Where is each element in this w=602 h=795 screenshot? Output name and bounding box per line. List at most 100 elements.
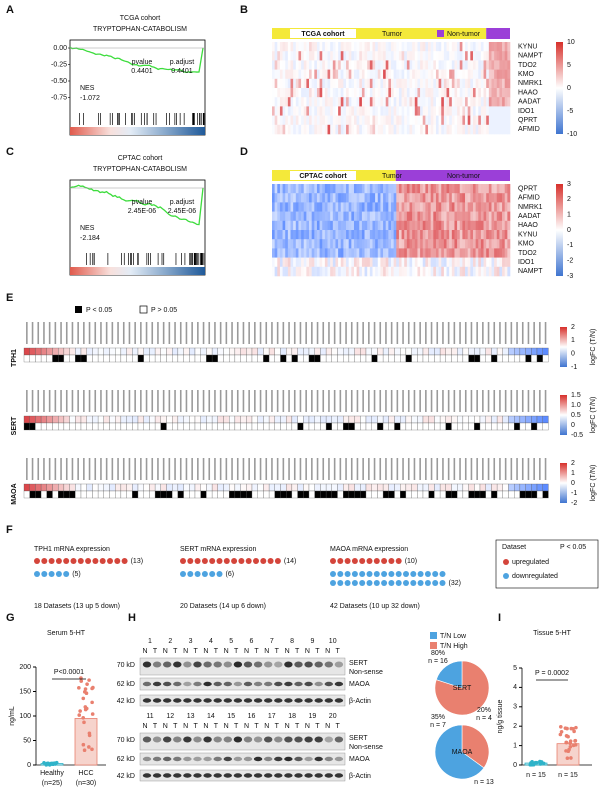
heatmap-cell (462, 220, 466, 231)
logfc-cell (251, 347, 258, 356)
significance-cell (29, 422, 36, 431)
logfc-cell (177, 483, 184, 492)
dataset-dot (410, 571, 417, 577)
gene-label: IDO1 (518, 259, 534, 266)
heatmap-cell (462, 69, 466, 80)
heatmap-cell (301, 124, 305, 135)
heatmap-cell (398, 211, 402, 222)
heatmap-cell (430, 202, 434, 212)
dataset-dot (388, 558, 395, 564)
heatmap-cell (361, 78, 365, 89)
significance-cell (206, 354, 213, 363)
heatmap-cell (383, 51, 387, 61)
logfc-cell (491, 347, 498, 356)
heatmap-cell (414, 51, 418, 61)
data-point (83, 705, 88, 709)
heatmap-cell (393, 266, 397, 277)
heatmap-cell (314, 211, 318, 222)
band (314, 698, 323, 703)
heatmap-cell (422, 248, 426, 258)
significance-cell (246, 422, 253, 431)
heatmap-cell (316, 69, 320, 80)
logfc-cell (126, 483, 133, 492)
heatmap-cell (391, 184, 394, 194)
heatmap-cell (330, 220, 334, 231)
heatmap-cell (409, 248, 413, 258)
heatmap-cell (398, 42, 402, 52)
heatmap-cell (414, 42, 418, 52)
heatmap-cell (316, 124, 320, 135)
heatmap-cell (385, 220, 389, 231)
heatmap-cell (443, 69, 447, 80)
heatmap-cell (396, 88, 400, 98)
heatmap-cell (343, 97, 347, 107)
significance-cell (400, 422, 407, 431)
heatmap-cell (316, 230, 320, 240)
heatmap-cell (465, 230, 468, 240)
logfc-cell (439, 483, 446, 492)
heatmap-cell (502, 69, 506, 80)
heatmap-cell (372, 239, 376, 249)
y-axis-label: ng/mL (9, 706, 16, 726)
p-value: P = 0.0002 (535, 670, 569, 677)
heatmap-cell (483, 60, 487, 70)
heatmap-cell (396, 78, 400, 89)
heatmap-cell (301, 220, 305, 231)
significance-cell (183, 354, 190, 363)
heatmap-cell (406, 211, 410, 222)
gene-label: NAMPT (518, 53, 543, 60)
logfc-cell (115, 415, 122, 424)
heatmap-cell (327, 184, 331, 194)
heatmap-cell (496, 124, 500, 135)
significance-cell (115, 490, 122, 499)
heatmap-cell (475, 60, 479, 70)
band (193, 773, 202, 778)
heatmap-cell (462, 97, 466, 107)
heatmap-cell (367, 266, 371, 277)
heatmap-cell (330, 51, 334, 61)
logfc-cell (257, 347, 264, 356)
heatmap-cell (383, 257, 387, 268)
heatmap-cell (462, 193, 466, 203)
heatmap-cell (470, 69, 474, 80)
heatmap-cell (420, 230, 424, 240)
heatmap-cell (435, 266, 439, 277)
heatmap-cell (272, 124, 275, 135)
heatmap-cell (330, 115, 334, 126)
heatmap-cell (422, 69, 426, 80)
heatmap-cell (322, 60, 326, 70)
heatmap-cell (301, 78, 305, 89)
significance-cell (40, 354, 47, 363)
heatmap-cell (287, 193, 291, 203)
heatmap-cell (472, 193, 476, 203)
heatmap-cell (433, 88, 437, 98)
heatmap-cell (311, 202, 315, 212)
logfc-cell (172, 415, 179, 424)
heatmap-cell (322, 78, 326, 89)
heatmap-cell (348, 257, 352, 268)
significance-cell (166, 490, 173, 499)
band (284, 698, 293, 703)
heatmap-cell (311, 78, 315, 89)
logfc-cell (531, 415, 538, 424)
heatmap-cell (359, 97, 363, 107)
heatmap-cell (319, 106, 323, 116)
heatmap-cell (343, 184, 347, 194)
heatmap-cell (422, 42, 426, 52)
heatmap-cell (507, 202, 511, 212)
heatmap-cell (367, 51, 371, 61)
heatmap-cell (290, 69, 294, 80)
significance-cell (200, 490, 207, 499)
heatmap-cell (343, 211, 347, 222)
heatmap-cell (404, 266, 408, 277)
heatmap-cell (332, 220, 336, 231)
heatmap-cell (496, 220, 500, 231)
heatmap-cell (285, 51, 289, 61)
heatmap-cell (491, 257, 495, 268)
logfc-cell (496, 483, 503, 492)
heatmap-cell (380, 257, 384, 268)
band (334, 756, 344, 762)
heatmap-cell (396, 124, 400, 135)
significance-cell (297, 422, 304, 431)
significance-cell (519, 354, 526, 363)
